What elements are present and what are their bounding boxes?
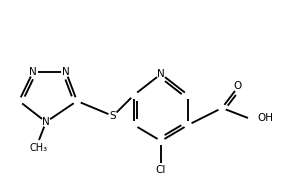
Text: S: S [110,111,116,121]
Text: N: N [29,67,37,77]
Text: OH: OH [257,113,273,123]
Text: O: O [234,81,242,91]
Text: CH₃: CH₃ [30,143,48,153]
Text: N: N [157,69,165,79]
Text: N: N [62,67,70,77]
Text: N: N [42,117,50,127]
Text: Cl: Cl [156,165,166,175]
